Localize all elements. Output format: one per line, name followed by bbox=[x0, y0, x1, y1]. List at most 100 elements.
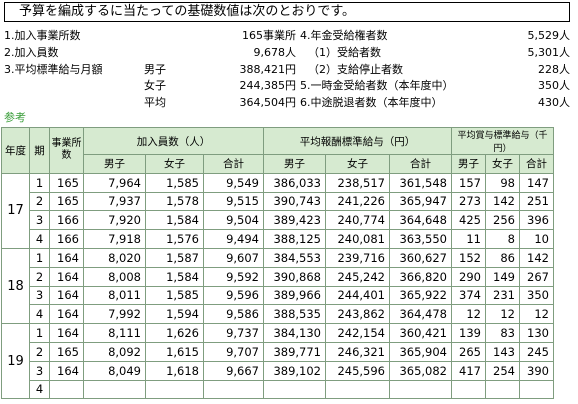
table-cell: 8,049 bbox=[83, 360, 146, 381]
table-cell: 238,517 bbox=[325, 172, 390, 193]
table-cell: 7,992 bbox=[83, 304, 146, 325]
table-cell: 9,607 bbox=[203, 247, 264, 268]
reference-label: 参考 bbox=[4, 111, 26, 124]
table-row: 4 164 7,992 1,594 9,586 388,535 243,862 364,478… bbox=[2, 304, 554, 325]
summary-label: 3.平均標準給与月額 bbox=[4, 62, 103, 76]
table-cell: 8 bbox=[485, 229, 520, 249]
period-cell: 4 bbox=[29, 304, 50, 325]
period-cell: 4 bbox=[29, 379, 50, 400]
summary-value: 364,504円 bbox=[239, 96, 297, 110]
summary-row: 2.加入員数 9,678人 bbox=[4, 45, 300, 62]
summary-left: 1.加入事業所数 165事業所 2.加入員数 9,678人 3.平均標準給与月額 男子 38… bbox=[4, 28, 300, 129]
header-bonus: 平均賞与標準給与（千円） bbox=[451, 127, 554, 155]
table-cell: 9,549 bbox=[203, 172, 264, 193]
table-cell: 149 bbox=[485, 266, 520, 287]
table-cell: 254 bbox=[485, 360, 520, 381]
summary-value: 228人 bbox=[538, 62, 570, 76]
table-cell: 384,130 bbox=[263, 323, 326, 343]
table-cell: 245,596 bbox=[325, 360, 390, 381]
table-cell bbox=[263, 379, 326, 400]
summary-value: 244,385円 bbox=[239, 79, 297, 93]
period-cell: 2 bbox=[29, 191, 50, 212]
year-cell: 19 bbox=[1, 323, 30, 400]
table-cell: 390,743 bbox=[263, 191, 326, 212]
summary-label: 6.中途脱退者数（本年度中） bbox=[300, 96, 443, 110]
table-row: 3 164 8,049 1,618 9,667 389,102 245,596 365,082… bbox=[2, 360, 554, 381]
table-row: 2 165 8,092 1,615 9,707 389,771 246,321 365,904… bbox=[2, 341, 554, 362]
table-cell: 1,594 bbox=[145, 304, 204, 325]
table-cell: 1,578 bbox=[145, 191, 204, 212]
summary-value: 9,678人 bbox=[253, 45, 297, 59]
summary-value: 350人 bbox=[538, 79, 570, 93]
table-cell: 241,226 bbox=[325, 191, 390, 212]
table-cell: 1,585 bbox=[145, 172, 204, 193]
table-cell: 244,401 bbox=[325, 285, 390, 306]
summary-label: （2）支給停止者数 bbox=[308, 62, 403, 76]
table-cell: 9,515 bbox=[203, 191, 264, 212]
table-cell: 142 bbox=[519, 247, 554, 268]
table-cell: 1,587 bbox=[145, 247, 204, 268]
table-cell: 251 bbox=[519, 191, 554, 212]
summary-value: 430人 bbox=[538, 96, 570, 110]
table-cell: 384,553 bbox=[263, 247, 326, 268]
table-cell: 9,707 bbox=[203, 341, 264, 362]
header-salary: 平均報酬標準給与（円） bbox=[263, 127, 452, 155]
table-cell: 265 bbox=[451, 341, 486, 362]
table-cell: 396 bbox=[519, 210, 554, 231]
table-cell bbox=[83, 379, 146, 400]
table-cell: 360,627 bbox=[389, 247, 452, 268]
table-cell: 9,586 bbox=[203, 304, 264, 325]
table-cell: 8,111 bbox=[83, 323, 146, 343]
header-year: 年度 bbox=[1, 127, 30, 174]
header-total: 合計 bbox=[203, 154, 264, 174]
header-total: 合計 bbox=[519, 154, 554, 174]
summary-label: 4.年金受給権者数 bbox=[300, 29, 388, 42]
table-cell: 8,008 bbox=[83, 266, 146, 287]
summary-row: 1.加入事業所数 165事業所 bbox=[4, 28, 300, 45]
table-cell: 239,716 bbox=[325, 247, 390, 268]
table-cell: 290 bbox=[451, 266, 486, 287]
summary-row: 3.平均標準給与月額 男子 388,421円 bbox=[4, 62, 300, 79]
table-cell: 7,937 bbox=[83, 191, 146, 212]
table-row: 3 166 7,920 1,584 9,504 389,423 240,774 364,648… bbox=[2, 210, 554, 231]
table-cell: 231 bbox=[485, 285, 520, 306]
summary-value: 165事業所 bbox=[242, 29, 296, 42]
table-cell: 1,584 bbox=[145, 266, 204, 287]
table-cell: 390,868 bbox=[263, 266, 326, 287]
table-cell: 350 bbox=[519, 285, 554, 306]
table-cell: 245,242 bbox=[325, 266, 390, 287]
header-total: 合計 bbox=[389, 154, 452, 174]
table-cell: 147 bbox=[519, 172, 554, 193]
table-cell: 139 bbox=[451, 323, 486, 343]
header-male: 男子 bbox=[83, 154, 146, 174]
table-cell: 8,092 bbox=[83, 341, 146, 362]
table-cell: 164 bbox=[49, 360, 84, 381]
table-cell: 245 bbox=[519, 341, 554, 362]
summary-label: 1.加入事業所数 bbox=[4, 29, 81, 42]
table-cell bbox=[485, 379, 520, 400]
table-cell: 361,548 bbox=[389, 172, 452, 193]
table-cell: 386,033 bbox=[263, 172, 326, 193]
table-cell: 273 bbox=[451, 191, 486, 212]
table-row: 2 165 7,937 1,578 9,515 390,743 241,226 365,947… bbox=[2, 191, 554, 212]
table-cell: 9,592 bbox=[203, 266, 264, 287]
table-cell: 388,535 bbox=[263, 304, 326, 325]
year-cell: 17 bbox=[1, 172, 30, 249]
basic-figures-table: 年度 期 事業所数 加入員数（人） 平均報酬標準給与（円） 平均賞与標準給与（千… bbox=[1, 127, 554, 400]
table-cell: 388,125 bbox=[263, 229, 326, 249]
table-cell: 246,321 bbox=[325, 341, 390, 362]
table-cell: 1,618 bbox=[145, 360, 204, 381]
table-cell: 7,920 bbox=[83, 210, 146, 231]
table-cell: 365,947 bbox=[389, 191, 452, 212]
table-cell: 11 bbox=[451, 229, 486, 249]
table-cell: 389,102 bbox=[263, 360, 326, 381]
table-cell: 164 bbox=[49, 323, 84, 343]
table-row: 4 bbox=[2, 379, 554, 400]
table-cell: 10 bbox=[519, 229, 554, 249]
table-cell: 142 bbox=[485, 191, 520, 212]
table-cell: 1,576 bbox=[145, 229, 204, 249]
summary-row: 6.中途脱退者数（本年度中） 430人 bbox=[300, 95, 576, 112]
table-cell: 365,922 bbox=[389, 285, 452, 306]
table-cell bbox=[145, 379, 204, 400]
table-cell: 425 bbox=[451, 210, 486, 231]
